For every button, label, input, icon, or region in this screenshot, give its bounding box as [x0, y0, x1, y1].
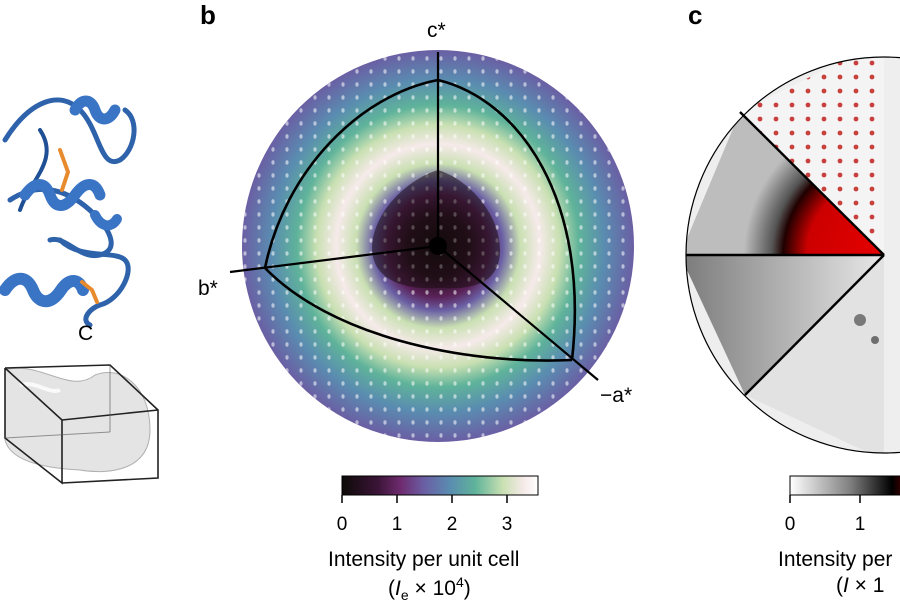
- radial-profile-wedge: [686, 112, 884, 255]
- axis-label-c-star: c*: [427, 19, 446, 42]
- colorbar-b-unit-subscript: e: [400, 587, 409, 603]
- colorbar-b-tick-2: 2: [446, 514, 458, 535]
- colorbar-c-tick-0: 0: [784, 514, 796, 535]
- colorbar-c-unit: (I × 1: [836, 575, 884, 596]
- grey-wedge: [686, 255, 884, 395]
- colorbar-b-tick-0: 0: [336, 514, 348, 535]
- colorbar-c-title: Intensity per: [778, 548, 893, 571]
- bragg-spots-red: [740, 57, 884, 255]
- colorbar-b-title: Intensity per unit cell: [328, 548, 520, 571]
- diffuse-scattering-area: [745, 255, 884, 453]
- colorbar-c-gradient: [789, 475, 900, 496]
- origin-marker: [429, 237, 447, 255]
- reciprocal-axes: [229, 52, 599, 381]
- colorbar-c-unit-symbol: I: [843, 574, 849, 597]
- panel-letter-c: c: [688, 0, 703, 30]
- wedge-boundaries: [686, 111, 885, 396]
- colorbar-b-tick-1: 1: [391, 514, 403, 535]
- molecular-surface: [4, 367, 151, 473]
- colorbar-c-unit-multiplier: × 1: [848, 574, 885, 597]
- colorbar-b-unit-multiplier: × 10: [408, 577, 456, 600]
- c-terminus-label: C: [78, 322, 93, 345]
- colorbar-c-tick-1: 1: [854, 514, 866, 535]
- protein-ribbon-structure: [0, 95, 137, 328]
- panel-letter-b: b: [200, 0, 216, 30]
- axis-label-minus-a-star: −a*: [600, 384, 633, 407]
- colorbar-b-unit: (Ie × 104): [388, 574, 471, 603]
- colorbar-c-unit-prefix: (: [836, 574, 843, 597]
- unit-cell-box: [4, 364, 159, 485]
- colorbar-b-tick-3: 3: [501, 514, 513, 535]
- colorbar-b-gradient: [341, 475, 539, 496]
- diffraction-disc-c: [686, 57, 900, 453]
- axis-label-b-star: b*: [198, 277, 218, 300]
- colorbar-b-unit-symbol: I: [395, 577, 401, 600]
- colorbar-b-unit-exponent: 4: [455, 574, 464, 590]
- low-resolution-core: [372, 170, 500, 289]
- colorbar-b-ticks: [341, 495, 508, 503]
- octant-outline: [263, 78, 577, 362]
- colorbar-c-ticks: [789, 495, 861, 503]
